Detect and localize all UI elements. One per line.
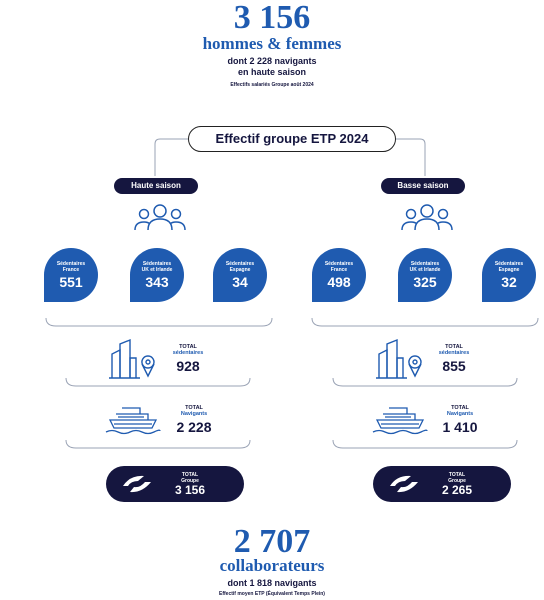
header-title: hommes & femmes <box>202 34 342 53</box>
drop-haute-espagne: Sédentaires Espagne 34 <box>213 248 267 302</box>
header-subtitle-line2: en haute saison <box>237 67 307 77</box>
sed-total-value-basse: 855 <box>442 358 466 374</box>
drop-value: 32 <box>501 274 517 290</box>
footer-note: Effectif moyen ETP (Équivalent Temps Ple… <box>219 591 325 597</box>
group-total-box-basse: TOTAL Groupe 2 265 <box>373 466 511 502</box>
sed-total-label2-haute: sédentaires <box>172 350 204 356</box>
building-location-icon-haute <box>109 338 155 379</box>
ship-icon-haute <box>105 407 161 435</box>
group-total-label2: Groupe <box>448 478 466 484</box>
group-total-value: 2 265 <box>441 483 473 497</box>
ship-icon-basse <box>372 407 428 435</box>
drop-value: 498 <box>327 274 351 290</box>
group-total-label1: TOTAL <box>448 472 466 478</box>
drop-value: 34 <box>232 274 248 290</box>
group-total-label1: TOTAL <box>181 472 199 478</box>
drop-label: France <box>62 267 80 273</box>
people-icon-basse <box>401 204 453 231</box>
sed-total-label1-haute: TOTAL <box>179 344 197 350</box>
drop-value: 551 <box>59 274 83 290</box>
main-title-pill: Effectif groupe ETP 2024 <box>188 126 396 152</box>
group-total-value: 3 156 <box>174 483 206 497</box>
nav-total-label2-haute: Navigants <box>180 411 208 417</box>
nav-total-label1-haute: TOTAL <box>185 405 203 411</box>
drop-basse-france: Sédentaires France 498 <box>312 248 366 302</box>
people-icon-haute <box>134 204 186 231</box>
drop-label: France <box>330 267 348 273</box>
drop-label: Sédentaires <box>142 261 172 267</box>
drop-basse-uk: Sédentaires UK et Irlande 325 <box>398 248 452 302</box>
brand-logo-icon <box>123 475 151 493</box>
drop-basse-espagne: Sédentaires Espagne 32 <box>482 248 536 302</box>
drop-label: Sédentaires <box>324 261 354 267</box>
group-total-box-haute: TOTAL Groupe 3 156 <box>106 466 244 502</box>
header-total: 3 156 <box>233 0 311 36</box>
drop-label: UK et Irlande <box>409 267 441 273</box>
sed-total-label1-basse: TOTAL <box>445 344 463 350</box>
drop-label: Espagne <box>229 267 251 273</box>
drop-label: Sédentaires <box>410 261 440 267</box>
footer-subtitle: dont 1 818 navigants <box>227 578 317 588</box>
drop-haute-uk: Sédentaires UK et Irlande 343 <box>130 248 184 302</box>
brand-logo-icon <box>390 475 418 493</box>
footer-total: 2 707 <box>233 523 311 560</box>
nav-total-label1-basse: TOTAL <box>451 405 469 411</box>
drop-label: Sédentaires <box>56 261 86 267</box>
nav-total-value-basse: 1 410 <box>442 419 478 435</box>
header-note: Effectifs salariés Groupe août 2024 <box>230 82 314 88</box>
drop-haute-france: Sédentaires France 551 <box>44 248 98 302</box>
building-location-icon-basse <box>376 338 422 379</box>
drop-value: 343 <box>145 274 169 290</box>
drop-value: 325 <box>413 274 437 290</box>
drop-label: Espagne <box>498 267 520 273</box>
nav-total-value-haute: 2 228 <box>176 419 212 435</box>
header-subtitle-line1: dont 2 228 navigants <box>227 56 317 66</box>
nav-total-label2-basse: Navigants <box>446 411 474 417</box>
sed-total-value-haute: 928 <box>176 358 200 374</box>
group-total-label2: Groupe <box>181 478 199 484</box>
haute-saison-pill: Haute saison <box>114 178 198 194</box>
drop-label: UK et Irlande <box>141 267 173 273</box>
sed-total-label2-basse: sédentaires <box>438 350 470 356</box>
drop-label: Sédentaires <box>225 261 255 267</box>
basse-saison-pill: Basse saison <box>381 178 465 194</box>
drop-label: Sédentaires <box>494 261 524 267</box>
footer-title: collaborateurs <box>219 556 325 575</box>
